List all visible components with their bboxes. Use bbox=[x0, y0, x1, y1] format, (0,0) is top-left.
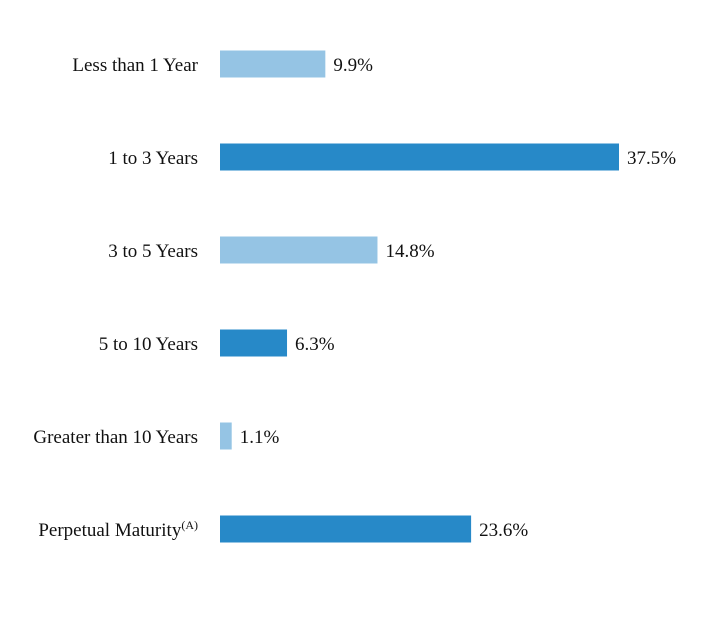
bar bbox=[220, 236, 378, 264]
category-label-text: Greater than 10 Years bbox=[33, 427, 198, 448]
category-label-text: 5 to 10 Years bbox=[99, 334, 198, 355]
value-label: 6.3% bbox=[295, 334, 335, 355]
category-label: 3 to 5 Years bbox=[108, 241, 198, 262]
category-label: 1 to 3 Years bbox=[108, 148, 198, 169]
bar bbox=[220, 329, 288, 357]
value-label: 37.5% bbox=[627, 148, 676, 169]
value-label: 1.1% bbox=[240, 427, 280, 448]
bars bbox=[220, 50, 619, 543]
bar bbox=[220, 50, 326, 78]
value-labels: 9.9% 37.5% 14.8% 6.3% 1.1% 23.6% bbox=[240, 55, 677, 541]
value-label: 14.8% bbox=[385, 241, 434, 262]
category-label: Less than 1 Year bbox=[72, 55, 198, 76]
bar bbox=[220, 515, 472, 543]
category-footnote-marker: (A) bbox=[181, 518, 198, 532]
bar bbox=[220, 143, 619, 171]
value-label: 23.6% bbox=[479, 520, 528, 541]
bar bbox=[220, 422, 232, 450]
category-label-text: Perpetual Maturity bbox=[38, 520, 181, 541]
category-labels: Less than 1 Year 1 to 3 Years 3 to 5 Years… bbox=[33, 55, 198, 541]
category-label: Perpetual Maturity(A) bbox=[38, 518, 198, 541]
category-label-text: 3 to 5 Years bbox=[108, 241, 198, 262]
category-label: 5 to 10 Years bbox=[99, 334, 198, 355]
category-label-text: Less than 1 Year bbox=[72, 55, 198, 76]
category-label-text: 1 to 3 Years bbox=[108, 148, 198, 169]
value-label: 9.9% bbox=[333, 55, 373, 76]
category-label: Greater than 10 Years bbox=[33, 427, 198, 448]
